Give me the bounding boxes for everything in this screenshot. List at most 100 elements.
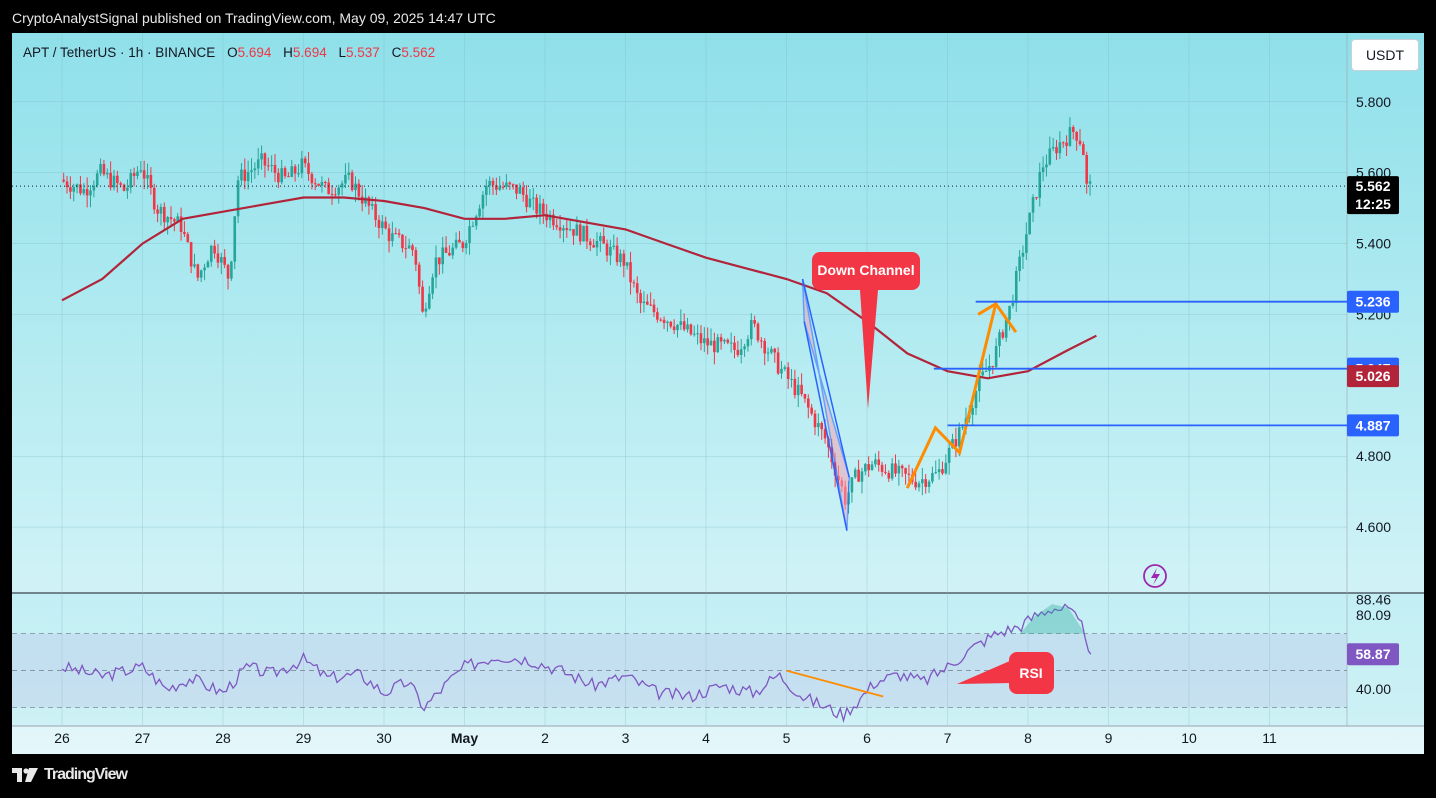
candle-body [957, 427, 961, 447]
rsi-callout: RSI [957, 652, 1054, 694]
candle-body [394, 233, 398, 235]
candle-body [337, 187, 341, 195]
candle-body [934, 472, 938, 474]
x-tick-label: 26 [54, 730, 70, 746]
candle-body [384, 221, 387, 229]
candle-body [535, 197, 538, 214]
candle-body [921, 479, 924, 484]
candle-body [1028, 212, 1031, 235]
candle-body [444, 247, 448, 253]
candle-body [743, 346, 746, 350]
candle-body [330, 194, 334, 196]
candle-body [146, 175, 149, 179]
candle-body [381, 221, 384, 229]
candle-body [1018, 256, 1021, 271]
candle-body [471, 225, 475, 227]
candle-body [739, 349, 743, 356]
candle-body [733, 342, 736, 350]
x-tick-label: 2 [541, 730, 549, 746]
candle-body [820, 422, 824, 430]
candle-body [209, 245, 213, 262]
candle-body [344, 174, 347, 184]
candle-body [280, 168, 283, 183]
candle-body [307, 163, 310, 174]
candle-body [226, 264, 230, 279]
published-by-header: CryptoAnalystSignal published on Trading… [12, 10, 496, 26]
candle-body [1041, 167, 1045, 173]
candle-body [1075, 131, 1078, 141]
candle-body [998, 332, 1001, 346]
low-value: 5.537 [346, 45, 380, 60]
candle-body [548, 214, 552, 221]
candle-body [481, 194, 485, 209]
candle-body [703, 338, 706, 344]
candle-body [783, 367, 787, 369]
tradingview-brand-text: TradingView [44, 766, 128, 783]
footer-brand[interactable]: TradingView [12, 766, 128, 784]
last-price-value: 5.562 [1355, 178, 1390, 194]
candle-body [240, 169, 243, 181]
candle-body [880, 464, 884, 472]
candle-body [287, 176, 290, 178]
candle-body [119, 183, 122, 185]
candle-body [823, 429, 827, 439]
candle-body [149, 175, 153, 188]
currency-unit-button[interactable]: USDT [1351, 39, 1419, 71]
candle-body [1011, 302, 1015, 306]
candle-body [216, 253, 220, 263]
candle-body [692, 333, 696, 335]
candle-body [173, 219, 176, 222]
candle-body [260, 153, 263, 160]
candle-body [635, 283, 639, 294]
open-key: O [227, 45, 238, 60]
x-tick-label: 11 [1262, 730, 1277, 746]
candle-body [464, 243, 468, 249]
candle-body [924, 479, 927, 487]
candle-body [1065, 142, 1068, 146]
last-price-tag [1347, 176, 1399, 215]
candle-body [662, 319, 666, 324]
candle-body [263, 153, 267, 166]
chart-frame[interactable]: 26 27 28 29 30 May 2 3 4 5 6 7 8 9 10 11 5.800 5.600 5.400… [12, 33, 1424, 754]
rsi-overbought-fill [1019, 604, 1085, 634]
candle-body [971, 408, 974, 415]
candle-body [713, 340, 716, 353]
candle-body [974, 391, 978, 409]
down-channel-callout-pointer [860, 290, 878, 409]
candle-body [894, 463, 897, 474]
candle-body [729, 342, 733, 344]
candle-body [236, 180, 240, 217]
candle-body [615, 245, 619, 263]
candle-body [266, 165, 270, 167]
candle-body [562, 228, 565, 231]
candle-body [401, 234, 404, 249]
rsi-callout-label: RSI [1019, 665, 1042, 681]
x-tick-label: 27 [135, 730, 151, 746]
candle-body [109, 172, 112, 188]
candle-body [646, 301, 649, 305]
candle-body [317, 183, 320, 186]
candle-body [686, 324, 689, 330]
candle-body [246, 171, 250, 182]
candle-body [458, 239, 461, 243]
candle-body [277, 172, 280, 183]
x-tick-label: 4 [702, 730, 710, 746]
candle-body [334, 194, 337, 196]
chart-svg[interactable]: 26 27 28 29 30 May 2 3 4 5 6 7 8 9 10 115.8005.6005.400… [12, 33, 1424, 754]
candle-body [1001, 332, 1005, 338]
candle-body [850, 477, 854, 493]
candle-body [538, 203, 542, 214]
candle-body [666, 321, 669, 324]
candle-body [887, 472, 891, 479]
candle-body [954, 439, 958, 447]
candle-body [763, 340, 766, 354]
candle-body [105, 172, 109, 175]
candle-body [85, 189, 89, 196]
candle-body [776, 352, 780, 374]
rsi-line [61, 603, 1092, 724]
candle-body [179, 216, 183, 232]
candle-body [914, 481, 917, 488]
candle-body [132, 173, 136, 177]
candle-body [807, 398, 810, 408]
lightning-icon [1143, 564, 1167, 588]
